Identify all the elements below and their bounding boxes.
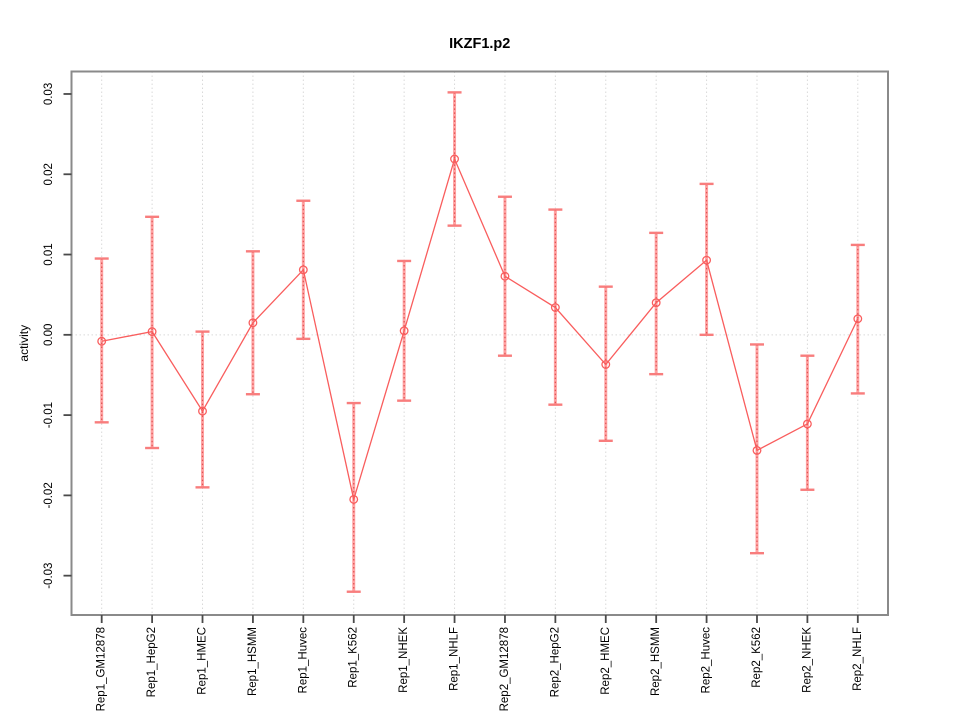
data-point-marker <box>702 255 712 265</box>
x-tick-label: Rep2_HMEC <box>600 627 612 695</box>
chart-title: IKZF1.p2 <box>449 36 510 52</box>
x-tick-label: Rep1_HMEC <box>197 627 209 695</box>
y-tick-label: 0.01 <box>43 243 55 265</box>
x-tick-label: Rep2_Huvec <box>701 627 713 694</box>
data-point-marker <box>450 154 459 164</box>
data-point-marker <box>248 318 258 328</box>
y-tick-label: -0.03 <box>43 563 55 589</box>
x-tick-label: Rep2_NHLF <box>852 627 864 691</box>
data-point-marker <box>500 271 510 281</box>
data-point-marker <box>147 327 157 337</box>
activity-line <box>101 157 859 502</box>
x-tick-label: Rep1_HepG2 <box>146 627 158 697</box>
data-point-marker <box>399 326 409 336</box>
x-tick-label: Rep1_GM12878 <box>96 627 108 711</box>
x-tick-label: Rep2_HepG2 <box>549 627 561 697</box>
y-tick-label: -0.02 <box>43 482 55 508</box>
x-tick-label: Rep2_GM12878 <box>499 627 511 711</box>
y-axis-label: activity <box>17 325 31 362</box>
plot-layer: -0.03 -0.02 -0.01 0.00 0.01 0.02 0.03 Rep1_GM12… <box>43 70 889 711</box>
x-tick-label: Rep1_K562 <box>348 627 360 688</box>
y-tick-label: -0.01 <box>43 402 55 428</box>
x-tick-label: Rep2_K562 <box>751 627 763 688</box>
y-tick-label: 0.03 <box>43 83 55 105</box>
data-point-marker <box>802 419 812 429</box>
data-point-marker <box>601 360 611 369</box>
data-point-marker <box>853 314 863 324</box>
x-tick-label: Rep1_NHEK <box>398 627 410 693</box>
y-tick-label: 0.02 <box>43 163 55 185</box>
data-point-marker <box>651 298 661 308</box>
x-tick-label: Rep1_Huvec <box>297 627 309 694</box>
data-point-marker <box>298 265 308 275</box>
data-point-marker <box>752 445 762 455</box>
data-point-marker <box>550 303 560 312</box>
x-tick-label: Rep2_HSMM <box>650 627 662 696</box>
data-point-marker <box>97 336 107 346</box>
x-tick-label: Rep2_NHEK <box>801 627 813 693</box>
x-tick-label: Rep1_NHLF <box>449 627 461 691</box>
x-tick-label: Rep1_HSMM <box>247 627 259 696</box>
y-tick-label: 0.00 <box>43 324 55 346</box>
data-point-marker <box>198 406 207 416</box>
plot-box <box>70 70 889 616</box>
data-point-marker <box>349 494 359 504</box>
